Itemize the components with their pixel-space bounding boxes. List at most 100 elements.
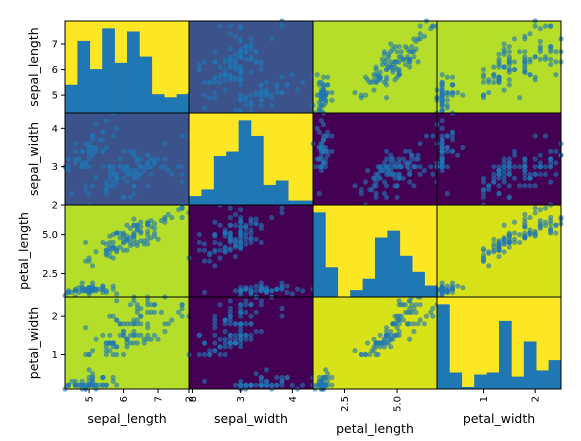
scatter-point	[553, 171, 559, 177]
scatter-point	[323, 156, 329, 162]
scatter-point	[124, 344, 130, 350]
scatter-point	[407, 171, 413, 177]
x-tick-label: 5.0	[393, 396, 404, 412]
scatter-point	[329, 97, 335, 103]
scatter-point	[522, 230, 528, 236]
histogram-bar	[251, 135, 264, 205]
scatter-point	[394, 317, 400, 323]
scatter-point	[439, 137, 445, 143]
scatter-point	[232, 222, 239, 228]
scatter-point	[532, 156, 538, 162]
scatter-point	[201, 92, 208, 98]
scatter-point	[248, 235, 254, 241]
scatter-point	[527, 72, 533, 78]
scatter-point	[253, 216, 259, 222]
scatter-point	[537, 171, 543, 177]
scatter-point	[325, 371, 331, 377]
scatter-point	[162, 328, 168, 335]
scatter-point	[501, 160, 507, 166]
scatter-point	[124, 247, 130, 253]
scatter-point	[402, 61, 409, 68]
scatter-point	[127, 242, 134, 249]
scatter-point	[238, 336, 244, 342]
scatter-point	[506, 54, 512, 60]
scatter-point	[548, 225, 554, 231]
scatter-point	[232, 340, 239, 346]
scatter-point	[439, 125, 445, 131]
scatter-point	[329, 382, 335, 388]
scatter-point	[238, 244, 244, 250]
scatter-point	[248, 382, 254, 388]
scatter-point	[243, 43, 249, 50]
histogram-bar	[102, 28, 115, 113]
scatter-point	[367, 351, 373, 358]
scatter-point	[323, 164, 329, 170]
scatter-point	[212, 219, 218, 225]
scatter-point	[72, 160, 78, 166]
scatter-point	[383, 332, 390, 338]
scatter-point	[248, 217, 254, 224]
scatter-point	[390, 321, 396, 327]
scatter-point	[258, 374, 264, 381]
scatter-point	[134, 156, 140, 162]
scatter-point	[196, 61, 202, 68]
scatter-point	[253, 382, 259, 388]
scatter-point	[253, 371, 259, 377]
scatter-point	[222, 59, 228, 65]
scatter-point	[381, 79, 388, 85]
scatter-point	[548, 164, 554, 170]
scatter-point	[383, 156, 390, 162]
scatter-point	[227, 23, 233, 29]
scatter-point	[110, 133, 116, 139]
scatter-point	[501, 51, 507, 57]
scatter-point	[212, 79, 218, 85]
scatter-point	[417, 302, 423, 308]
scatter-point	[548, 148, 554, 154]
scatter-point	[527, 214, 533, 221]
scatter-point	[430, 133, 436, 139]
scatter-point	[120, 167, 127, 174]
scatter-point	[145, 321, 151, 327]
scatter-point	[162, 219, 168, 225]
scatter-point	[439, 92, 445, 98]
scatter-point	[506, 77, 512, 83]
scatter-point	[449, 137, 456, 143]
scatter-point	[421, 321, 427, 327]
scatter-point	[238, 230, 244, 236]
scatter-point	[238, 305, 244, 312]
scatter-point	[537, 152, 543, 158]
y-tick-label: 2	[52, 312, 58, 323]
subplot-sepal_length-vs-petal_width	[434, 18, 564, 116]
scatter-point	[65, 382, 72, 388]
scatter-point	[312, 164, 318, 170]
scatter-point	[238, 97, 244, 103]
scatter-point	[86, 351, 92, 358]
scatter-point	[542, 171, 549, 177]
scatter-point	[532, 210, 538, 216]
histogram-bar	[511, 376, 525, 389]
scatter-point	[72, 148, 78, 154]
scatter-point	[258, 302, 264, 308]
scatter-point	[263, 378, 270, 384]
scatter-point	[532, 228, 538, 235]
scatter-point	[284, 283, 290, 289]
x-tick-label: 8	[188, 396, 199, 402]
scatter-point	[386, 64, 392, 70]
scatter-point	[243, 236, 249, 242]
x-axis-label: petal_width	[463, 411, 535, 426]
scatter-point	[394, 49, 400, 55]
scatter-point	[527, 171, 533, 177]
histogram-bar	[399, 255, 413, 297]
scatter-point	[439, 141, 445, 147]
scatter-point	[553, 59, 559, 65]
scatter-point	[207, 95, 213, 101]
scatter-point	[371, 175, 377, 181]
scatter-point	[212, 49, 218, 55]
scatter-point	[134, 302, 140, 308]
x-tick-label: 2	[185, 396, 196, 402]
scatter-point	[248, 56, 254, 62]
scatter-point	[243, 382, 249, 388]
scatter-point	[383, 183, 390, 189]
scatter-point	[86, 152, 92, 158]
scatter-point	[238, 69, 244, 75]
